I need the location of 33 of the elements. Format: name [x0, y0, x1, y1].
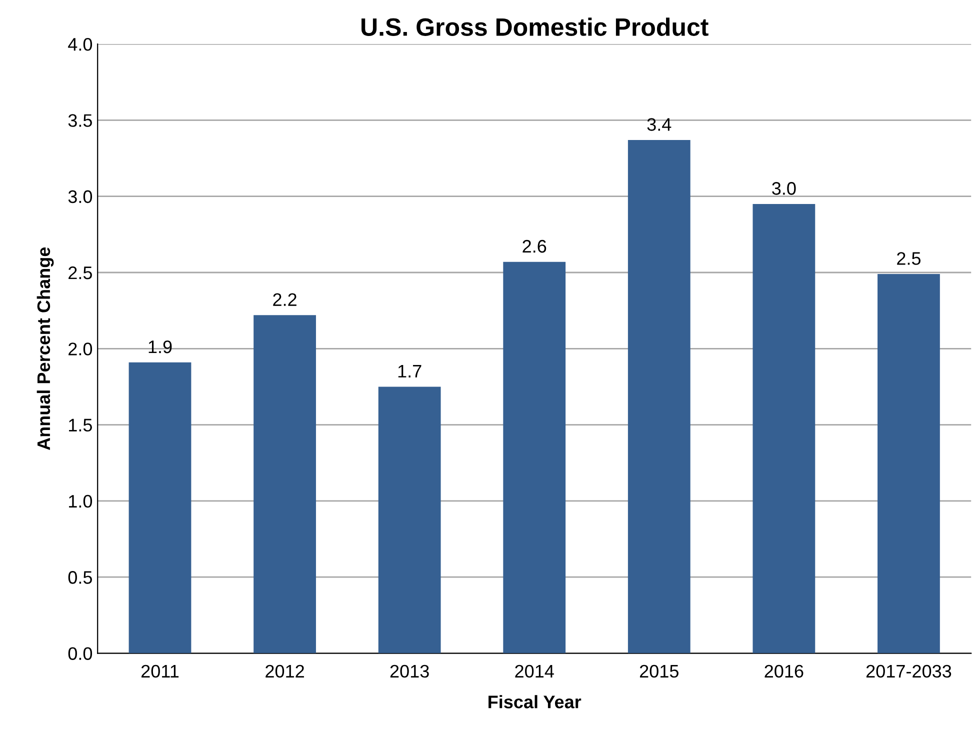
y-tick-label: 3.5 — [68, 114, 92, 127]
bar — [503, 262, 566, 654]
y-tick-label: 1.0 — [69, 494, 92, 508]
y-tick-label: 0.0 — [68, 647, 92, 660]
data-label: 3.4 — [647, 118, 672, 131]
x-tick-label: 2012 — [266, 664, 304, 678]
y-tick-label: 0.5 — [68, 571, 92, 584]
x-tick-label: 2011 — [141, 664, 179, 678]
bar — [254, 315, 316, 654]
data-label: 2.6 — [522, 240, 546, 253]
bar — [128, 362, 192, 654]
y-tick-label: 3.0 — [68, 190, 92, 204]
data-label: 2.5 — [897, 252, 921, 265]
x-tick-label: 2016 — [764, 664, 804, 678]
x-tick-label: 2015 — [640, 664, 678, 678]
x-axis-title: Fiscal Year — [488, 695, 582, 708]
x-tick-label: 2014 — [515, 664, 554, 678]
y-tick-label: 4.0 — [68, 38, 92, 51]
data-label: 1.9 — [148, 340, 172, 354]
data-label: 3.0 — [772, 182, 796, 195]
y-tick-label: 1.5 — [69, 418, 92, 432]
x-tick-label: 2017-2033 — [866, 664, 952, 678]
y-tick-label: 2.0 — [68, 342, 92, 356]
y-tick-label: 2.5 — [68, 266, 92, 280]
chart-title: U.S. Gross Domestic Product — [362, 18, 708, 36]
y-axis-title: Annual Percent Change — [36, 247, 54, 450]
bar — [628, 140, 690, 654]
data-label: 2.2 — [273, 293, 296, 306]
bar — [378, 386, 441, 654]
x-tick-label: 2013 — [390, 664, 429, 678]
data-label: 1.7 — [398, 365, 422, 378]
bar — [878, 274, 940, 654]
bar — [752, 204, 816, 654]
